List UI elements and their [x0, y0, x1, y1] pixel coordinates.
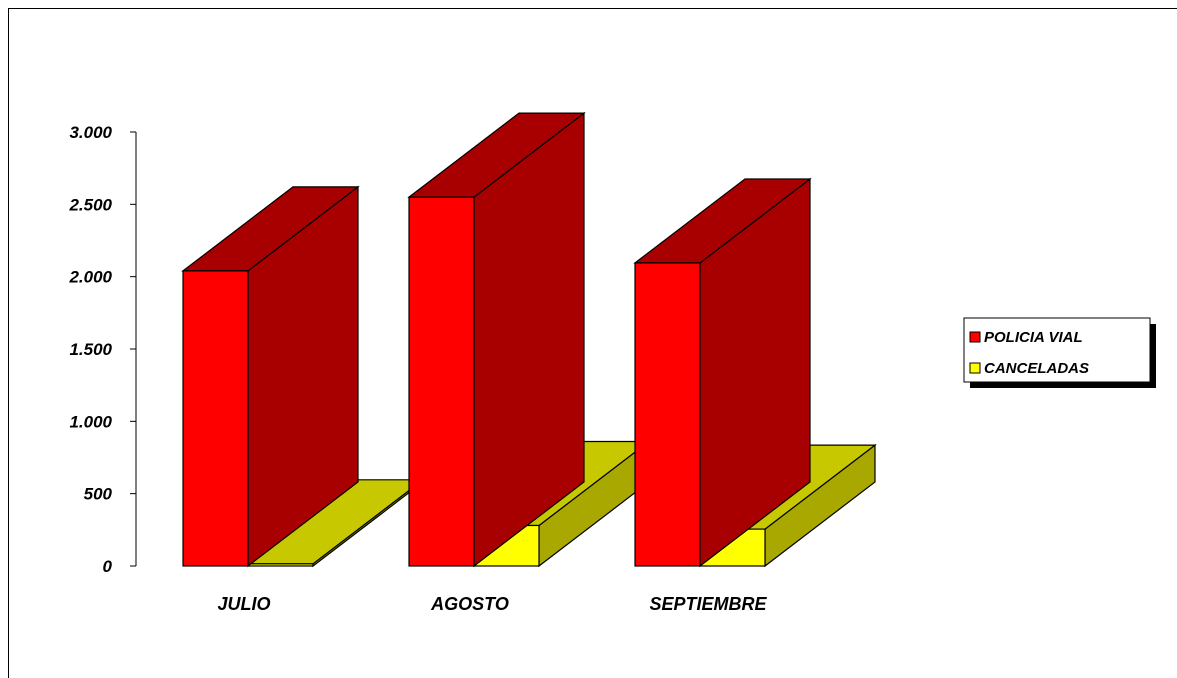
bar-front: [247, 563, 314, 567]
bars-layer: [181, 111, 877, 568]
y-axis: 0 500 1.000 1.500 2.000 2.500 3.000: [68, 123, 137, 576]
x-tick-label: JULIO: [217, 594, 270, 614]
legend-label: CANCELADAS: [984, 360, 1089, 377]
legend: POLICIA VIAL CANCELADAS: [963, 317, 1156, 388]
y-tick-label: 2.500: [68, 195, 112, 214]
bar-policia-vial-julio: [181, 185, 360, 568]
legend-swatch: [969, 362, 981, 374]
bar-policia-vial-agosto: [407, 111, 586, 568]
bar-front: [408, 196, 475, 567]
y-tick-label: 1.000: [69, 412, 112, 431]
bar-front: [182, 270, 249, 567]
y-tick-label: 3.000: [69, 123, 112, 142]
y-tick-label: 2.000: [68, 268, 112, 287]
x-tick-label: AGOSTO: [430, 594, 509, 614]
y-tick-label: 500: [84, 485, 113, 504]
y-tick-label: 1.500: [69, 340, 112, 359]
bar-front: [634, 262, 701, 567]
legend-box: [963, 317, 1151, 383]
bar-policia-vial-septiembre: [633, 177, 812, 568]
legend-label: POLICIA VIAL: [984, 329, 1083, 346]
x-tick-label: SEPTIEMBRE: [649, 594, 767, 614]
x-axis-labels: JULIO AGOSTO SEPTIEMBRE: [217, 594, 767, 614]
y-tick-label: 0: [103, 557, 113, 576]
legend-swatch: [969, 331, 981, 343]
chart-frame: [8, 8, 1177, 678]
